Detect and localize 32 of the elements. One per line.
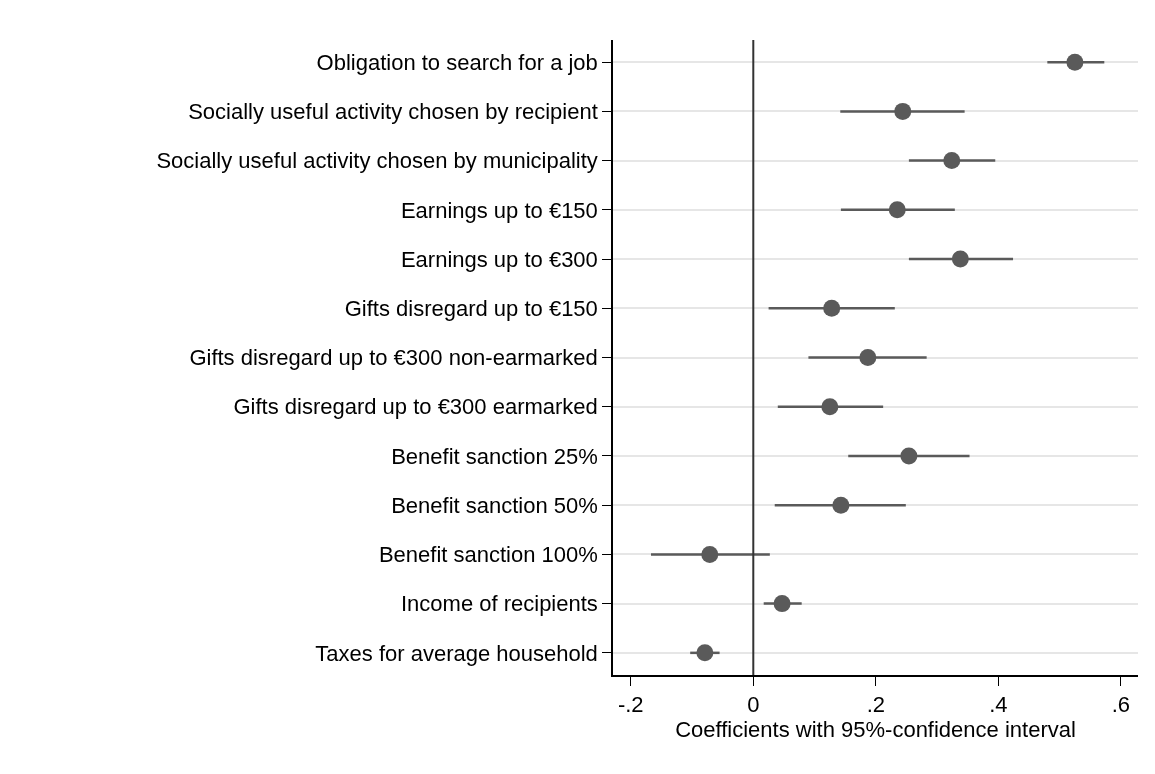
y-tick-label: Benefit sanction 50% xyxy=(391,492,598,518)
x-tick-label: .2 xyxy=(866,692,885,718)
point xyxy=(900,447,918,465)
y-tick-label: Gifts disregard up to €300 earmarked xyxy=(233,394,598,420)
y-tick-label: Taxes for average household xyxy=(315,640,598,666)
point xyxy=(943,152,961,170)
y-tick-label: Earnings up to €300 xyxy=(400,246,598,272)
point xyxy=(701,545,719,563)
x-tick-label: .4 xyxy=(989,692,1008,718)
point xyxy=(773,595,791,613)
point xyxy=(696,644,714,662)
y-tick-label: Obligation to search for a job xyxy=(316,49,598,75)
y-tick-label: Gifts disregard up to €150 xyxy=(344,295,598,321)
x-tick-label: .6 xyxy=(1111,692,1131,718)
point xyxy=(859,349,877,366)
x-axis-title: Coefficients with 95%-confidence interval xyxy=(675,717,1076,743)
y-tick-label: Gifts disregard up to €300 non-earmarked xyxy=(189,345,598,371)
point xyxy=(1066,53,1084,71)
y-tick-label: Benefit sanction 25% xyxy=(391,443,598,469)
y-tick-label: Earnings up to €150 xyxy=(400,197,598,223)
point xyxy=(823,299,841,317)
x-tick-label: -.2 xyxy=(617,692,644,718)
point xyxy=(821,398,839,416)
y-tick-label: Socially useful activity chosen by municipality xyxy=(156,148,598,174)
point xyxy=(832,496,850,514)
x-tick-label: 0 xyxy=(747,692,760,718)
point xyxy=(888,201,906,219)
point xyxy=(951,250,969,268)
point xyxy=(894,102,912,120)
y-tick-label: Benefit sanction 100% xyxy=(378,542,598,568)
y-tick-label: Income of recipients xyxy=(400,591,598,617)
y-tick-label: Socially useful activity chosen by recipient xyxy=(188,99,598,125)
